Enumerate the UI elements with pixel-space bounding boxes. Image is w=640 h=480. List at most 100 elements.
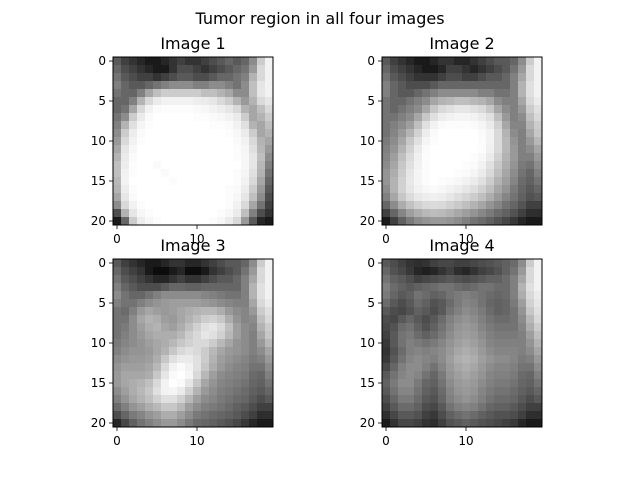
heatmap-cell [486,201,495,210]
heatmap-cell [454,145,463,154]
heatmap-cell [446,363,455,372]
heatmap-cell [398,113,407,122]
heatmap-cell [201,275,210,284]
heatmap-cell [201,105,210,114]
heatmap-cell [249,299,258,308]
heatmap-cell [257,129,266,138]
heatmap-cell [121,137,130,146]
heatmap-cell [177,299,186,308]
heatmap-cell [502,201,511,210]
heatmap-cell [233,419,242,428]
heatmap-cell [470,185,479,194]
heatmap-cell [462,331,471,340]
heatmap-cell [185,363,194,372]
heatmap-cell [201,201,210,210]
heatmap-cell [113,315,122,324]
heatmap-cell [121,363,130,372]
heatmap-cell [161,315,170,324]
heatmap-cell [233,259,242,268]
heatmap-cell [438,283,447,292]
heatmap-cell [510,81,519,90]
heatmap-cell [382,177,391,186]
heatmap-cell [233,411,242,420]
heatmap-cell [217,315,226,324]
heatmap-cell [241,355,250,364]
heatmap-cell [438,193,447,202]
heatmap-cell [422,169,431,178]
heatmap-cell [113,97,122,106]
heatmap-cell [201,57,210,66]
heatmap-cell [193,105,202,114]
heatmap-cell [526,267,535,276]
heatmap-cell [470,419,479,428]
heatmap-cell [446,169,455,178]
heatmap-cell [169,403,178,412]
heatmap-cell [241,379,250,388]
heatmap-cell [502,275,511,284]
heatmap-cell [201,129,210,138]
heatmap-cell [217,299,226,308]
heatmap-cell [177,403,186,412]
heatmap-cell [265,395,274,404]
heatmap-cell [502,153,511,162]
heatmap-cell [225,89,234,98]
heatmap-cell [209,185,218,194]
heatmap-cell [201,81,210,90]
heatmap-cell [161,371,170,380]
heatmap-cell [430,323,439,332]
heatmap-cell [153,387,162,396]
heatmap-cell [225,177,234,186]
heatmap-cell [510,331,519,340]
heatmap-cell [177,161,186,170]
heatmap-cell [153,371,162,380]
heatmap-cell [169,137,178,146]
heatmap-cell [145,97,154,106]
heatmap-cell [257,97,266,106]
heatmap-cell [249,73,258,82]
heatmap-cell [153,395,162,404]
heatmap-cell [438,411,447,420]
heatmap-cell [462,193,471,202]
heatmap-cell [518,387,527,396]
heatmap-cell [161,283,170,292]
heatmap-cell [470,379,479,388]
heatmap-cell [249,209,258,218]
heatmap-cell [185,371,194,380]
heatmap-cell [257,283,266,292]
heatmap-cell [422,209,431,218]
heatmap-cell [454,121,463,130]
heatmap-cell [534,81,543,90]
heatmap-cell [446,89,455,98]
heatmap-cell [446,387,455,396]
heatmap-cell [398,169,407,178]
heatmap-cell [209,283,218,292]
heatmap-cell [486,355,495,364]
heatmap-cell [390,299,399,308]
heatmap-cell [129,153,138,162]
heatmap-cell [257,379,266,388]
heatmap-cell [177,339,186,348]
heatmap-cell [121,153,130,162]
heatmap-cell [390,339,399,348]
heatmap-cell [398,129,407,138]
heatmap-cell [257,347,266,356]
heatmap-cell [177,379,186,388]
heatmap-cell [438,315,447,324]
heatmap-cell [446,153,455,162]
heatmap-cell [406,379,415,388]
heatmap-cell [486,259,495,268]
heatmap-cell [121,161,130,170]
heatmap-cell [201,299,210,308]
heatmap-cell [526,363,535,372]
heatmap-cell [161,275,170,284]
heatmap-cell [241,299,250,308]
heatmap-cell [510,379,519,388]
heatmap-cell [209,331,218,340]
heatmap-cell [518,347,527,356]
heatmap-cell [518,193,527,202]
heatmap-cell [414,97,423,106]
heatmap-cell [161,153,170,162]
heatmap-cell [225,371,234,380]
heatmap-cell [462,387,471,396]
heatmap-cell [113,81,122,90]
